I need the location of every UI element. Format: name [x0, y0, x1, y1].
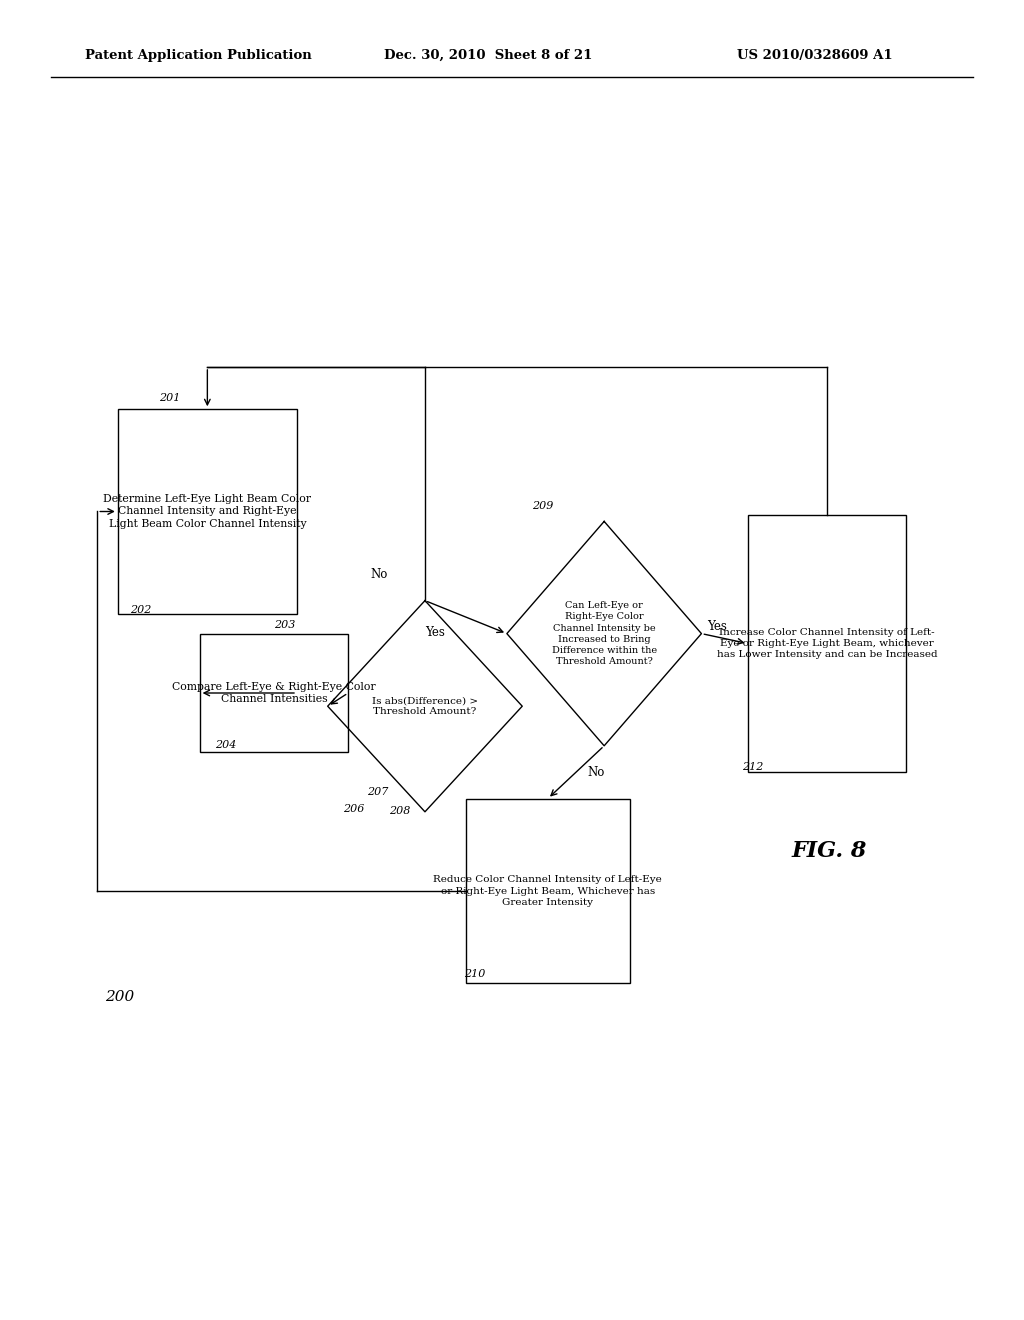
Text: US 2010/0328609 A1: US 2010/0328609 A1 [737, 49, 893, 62]
Text: FIG. 8: FIG. 8 [792, 841, 867, 862]
Text: Reduce Color Channel Intensity of Left-Eye
or Right-Eye Light Beam, Whichever ha: Reduce Color Channel Intensity of Left-E… [433, 875, 663, 907]
Text: Yes: Yes [707, 620, 727, 634]
Text: Is abs(Difference) >
Threshold Amount?: Is abs(Difference) > Threshold Amount? [372, 696, 478, 717]
Text: 203: 203 [274, 619, 296, 630]
Text: No: No [588, 766, 604, 779]
Text: Determine Left-Eye Light Beam Color
Channel Intensity and Right-Eye
Light Beam C: Determine Left-Eye Light Beam Color Chan… [103, 494, 311, 529]
Text: 212: 212 [742, 762, 764, 772]
Text: Patent Application Publication: Patent Application Publication [85, 49, 311, 62]
Text: 202: 202 [130, 605, 152, 615]
Text: 209: 209 [532, 500, 554, 511]
Bar [118, 409, 297, 614]
Text: Compare Left-Eye & Right-Eye Color
Channel Intensities: Compare Left-Eye & Right-Eye Color Chann… [172, 681, 376, 705]
Text: 206: 206 [343, 804, 365, 814]
Text: 207: 207 [367, 787, 388, 797]
Text: 204: 204 [215, 739, 237, 750]
Text: 208: 208 [389, 805, 411, 816]
Text: 210: 210 [464, 969, 485, 979]
Text: Dec. 30, 2010  Sheet 8 of 21: Dec. 30, 2010 Sheet 8 of 21 [384, 49, 592, 62]
Text: Can Left-Eye or
Right-Eye Color
Channel Intensity be
Increased to Bring
Differen: Can Left-Eye or Right-Eye Color Channel … [552, 602, 656, 665]
Text: Yes: Yes [425, 626, 445, 639]
Bar [748, 515, 906, 772]
Bar [466, 799, 630, 983]
Text: No: No [371, 568, 387, 581]
Text: Increase Color Channel Intensity of Left-
Eye or Right-Eye Light Beam, whichever: Increase Color Channel Intensity of Left… [717, 627, 937, 660]
Text: 200: 200 [105, 990, 135, 1005]
Bar [200, 634, 348, 752]
Text: 201: 201 [159, 392, 180, 403]
